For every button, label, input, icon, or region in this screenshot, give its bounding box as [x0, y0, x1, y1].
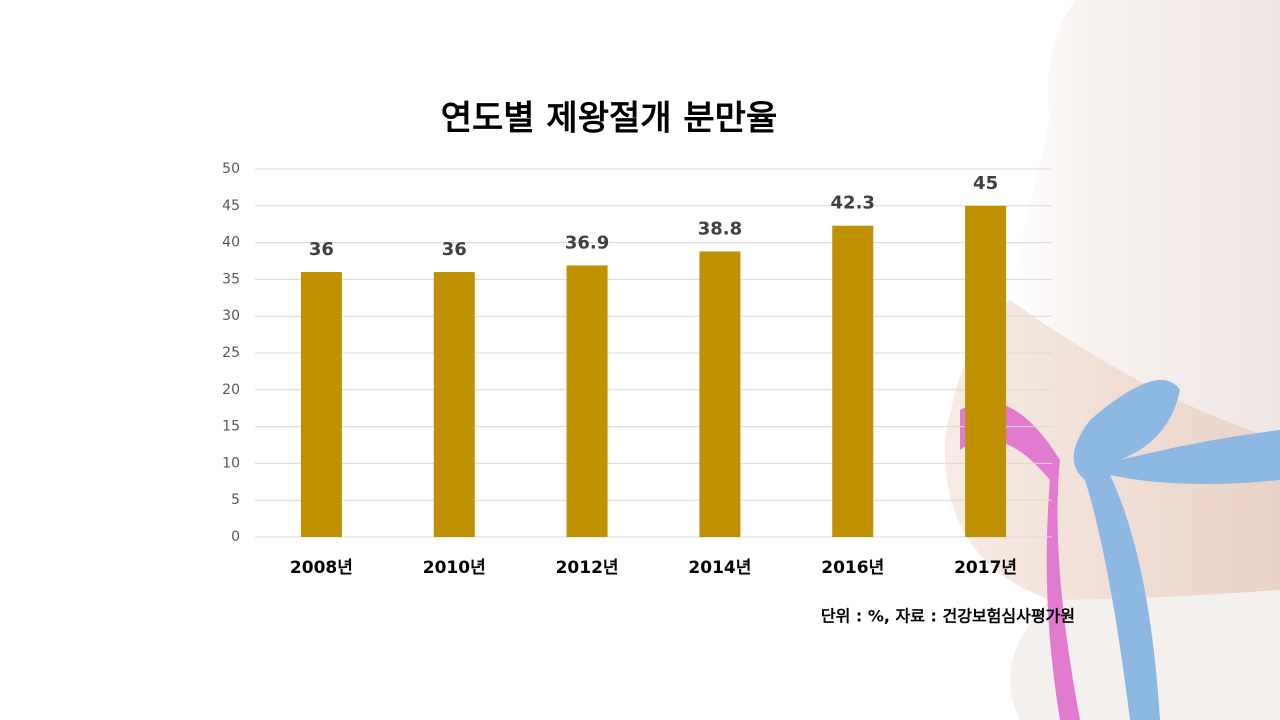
y-tick-label: 40	[222, 235, 240, 251]
source-note: 단위 : %, 자료 : 건강보험심사평가원	[821, 607, 1075, 626]
bar	[300, 272, 342, 537]
x-tick-label: 2017년	[954, 558, 1017, 578]
chart-title: 연도별 제왕절개 분만율	[441, 99, 777, 139]
bar	[433, 272, 475, 537]
data-label: 45	[973, 173, 998, 194]
data-label: 38.8	[698, 218, 742, 239]
bar	[566, 265, 608, 537]
y-tick-label: 0	[231, 529, 240, 545]
x-tick-label: 2016년	[821, 558, 884, 578]
y-tick-label: 20	[222, 382, 240, 398]
y-tick-label: 45	[222, 198, 240, 214]
bar	[832, 225, 874, 537]
x-tick-label: 2008년	[290, 558, 353, 578]
y-tick-label: 10	[222, 455, 240, 471]
data-label: 36.9	[565, 232, 609, 253]
y-tick-label: 25	[222, 345, 240, 361]
bar	[699, 251, 741, 537]
y-tick-label: 35	[222, 271, 240, 287]
x-tick-label: 2010년	[423, 558, 486, 578]
y-tick-label: 5	[231, 492, 240, 508]
y-tick-label: 30	[222, 308, 240, 324]
data-label: 42.3	[831, 193, 875, 214]
data-label: 36	[442, 239, 467, 260]
bar	[965, 205, 1007, 538]
x-tick-label: 2014년	[688, 558, 751, 578]
data-label: 36	[309, 239, 334, 260]
y-tick-label: 50	[222, 161, 240, 177]
y-tick-label: 15	[222, 419, 240, 435]
background-photo	[944, 0, 1280, 720]
x-tick-label: 2012년	[556, 558, 619, 578]
